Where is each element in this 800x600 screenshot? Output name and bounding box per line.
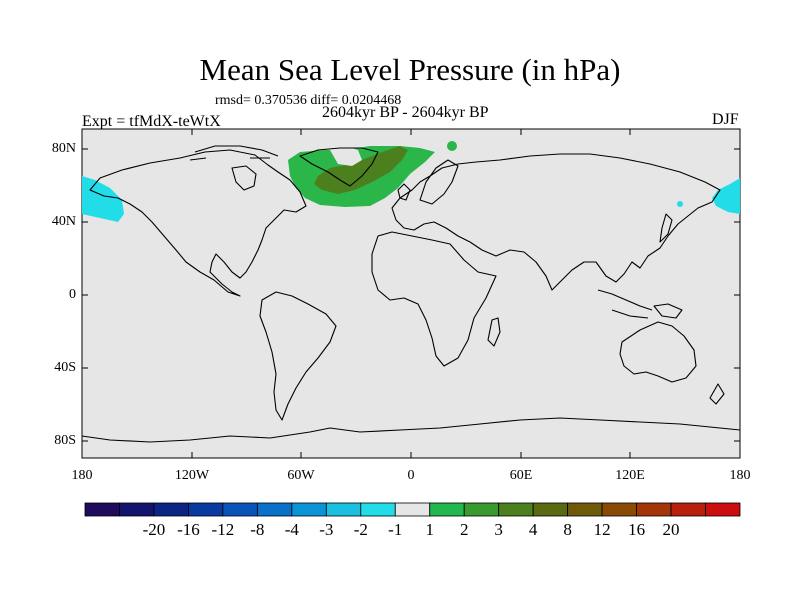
experiment-label: Expt = tfMdX-teWtX <box>82 113 221 130</box>
lon-ticks <box>81 129 741 458</box>
colorbar-swatch <box>601 502 637 517</box>
colorbar-label: 12 <box>593 520 611 539</box>
stats-subtitle: rmsd= 0.370536 diff= 0.0204468 <box>215 93 402 108</box>
colorbar-swatch <box>670 502 706 517</box>
lat-label-40s: 40S <box>54 360 76 375</box>
season-label: DJF <box>712 111 739 128</box>
colorbar-label: 4 <box>528 520 538 539</box>
colorbar-label: 3 <box>494 520 503 539</box>
lon-label-120e: 120E <box>615 468 645 483</box>
colorbar-swatch <box>256 502 293 517</box>
lon-label-60w: 60W <box>287 468 315 483</box>
colorbar-swatch <box>567 502 603 517</box>
colorbar-label: 8 <box>563 520 572 539</box>
colorbar-label: 2 <box>459 520 469 539</box>
coast-scandinavia <box>419 159 459 205</box>
colorbar-label: 1 <box>425 520 434 539</box>
anomaly-north-atlantic-core <box>314 146 408 194</box>
lon-label-180e: 180 <box>729 468 751 483</box>
colorbar-swatch <box>705 502 741 517</box>
colorbar-label: -16 <box>177 520 200 539</box>
colorbar-swatch <box>429 502 465 517</box>
colorbar-swatch <box>119 502 155 517</box>
colorbar-label: -20 <box>142 520 166 539</box>
coast-australia <box>619 321 697 383</box>
coast-north-america <box>89 149 307 297</box>
coast-eurasia <box>391 153 721 291</box>
chart-title: Mean Sea Level Pressure (in hPa) <box>199 52 621 87</box>
lat-label-0: 0 <box>69 287 76 302</box>
coast-new-guinea <box>653 303 683 319</box>
colorbar-label: -4 <box>284 520 299 539</box>
coastlines <box>81 145 741 443</box>
colorbar-swatch <box>532 502 569 517</box>
colorbar-label: -8 <box>250 520 265 539</box>
anomaly-pacific-east-negative <box>712 178 740 214</box>
coast-madagascar <box>487 317 501 347</box>
colorbar-label: -1 <box>388 520 403 539</box>
coast-antarctica <box>81 417 741 443</box>
coast-japan <box>659 213 673 243</box>
coast-indonesia <box>597 289 653 319</box>
lat-label-80s: 80S <box>54 433 76 448</box>
colorbar-swatch <box>463 502 500 517</box>
coast-british-isles <box>397 183 411 201</box>
colorbar-swatch <box>153 502 189 517</box>
lon-label-0: 0 <box>407 468 415 483</box>
colorbar-label: -3 <box>319 520 334 539</box>
period-subtitle: 2604kyr BP - 2604kyr BP <box>322 104 489 121</box>
colorbar-label: -2 <box>353 520 368 539</box>
colorbar-swatch <box>636 502 672 517</box>
colorbar-label: -12 <box>211 520 235 539</box>
anomaly-greenland-hole <box>330 146 362 166</box>
colorbar-swatch <box>222 502 258 517</box>
lat-label-80n: 80N <box>51 141 76 156</box>
colorbar-swatch <box>188 502 224 517</box>
lon-label-60e: 60E <box>509 468 533 483</box>
anomaly-small-positive <box>447 141 457 151</box>
anomaly-small-negative <box>677 201 683 207</box>
coast-arctic-islands <box>189 145 279 161</box>
coast-new-zealand <box>709 383 725 405</box>
colorbar-swatch <box>325 502 362 517</box>
colorbar-label: 20 <box>662 520 680 539</box>
coast-africa <box>371 231 497 367</box>
colorbar-swatch <box>498 502 534 517</box>
colorbar-swatch <box>394 502 431 517</box>
lat-label-40n: 40N <box>51 214 76 229</box>
colorbar-swatch <box>360 502 396 517</box>
colorbar-swatch <box>291 502 327 517</box>
lat-ticks <box>82 148 740 442</box>
coast-hudson-bay <box>231 165 257 191</box>
colorbar-swatch <box>84 502 120 517</box>
colorbar <box>84 502 741 517</box>
map-background <box>81 128 741 459</box>
lon-label-180w: 180 <box>71 468 93 483</box>
lon-label-120w: 120W <box>174 468 210 483</box>
coast-greenland <box>299 147 379 187</box>
coast-south-america <box>259 291 337 421</box>
colorbar-label: 16 <box>628 520 646 539</box>
